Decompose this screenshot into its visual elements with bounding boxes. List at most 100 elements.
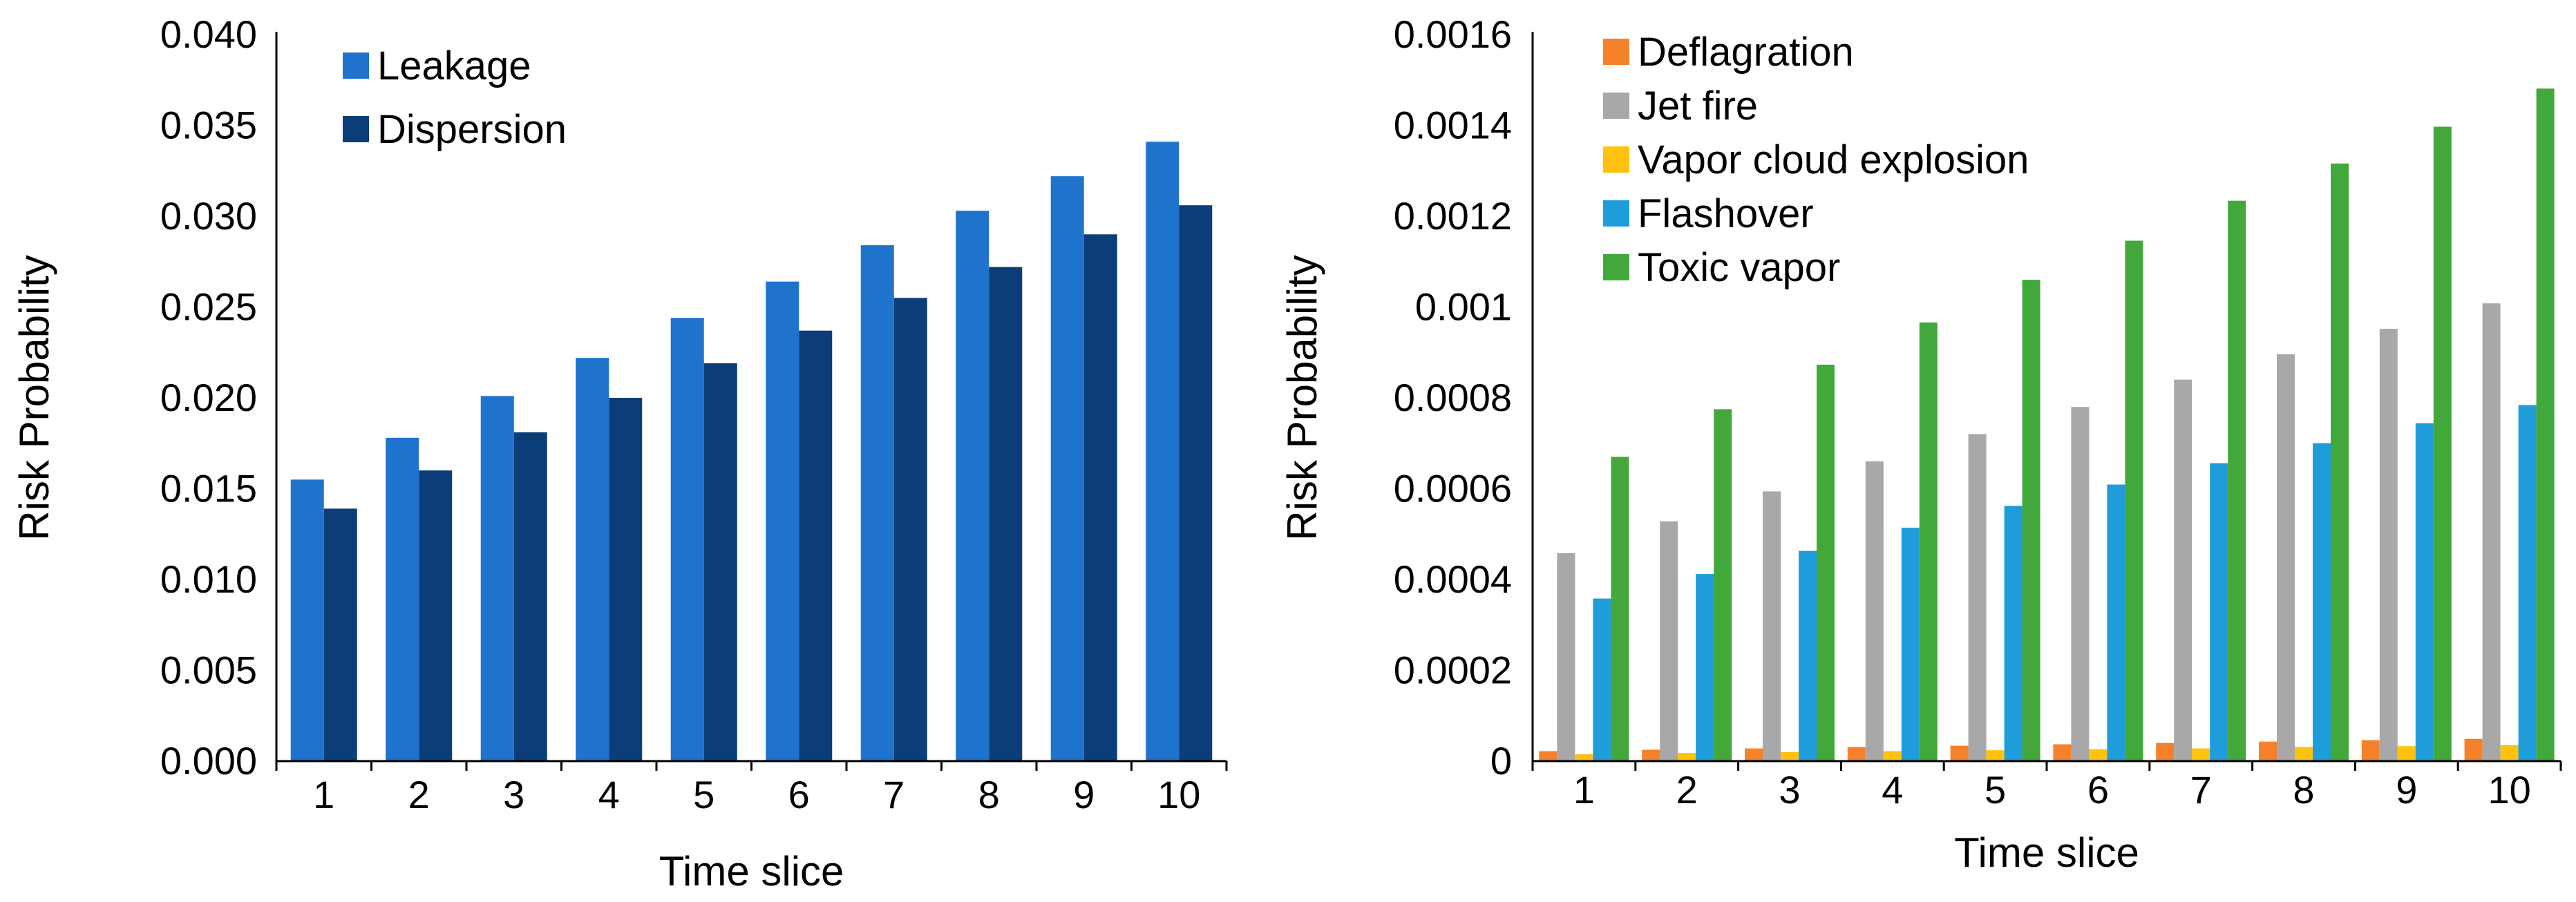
x-tick-label: 7: [2190, 768, 2212, 812]
y-tick-label: 0.000: [160, 739, 257, 783]
bar-toxic-vapor: [2125, 240, 2143, 761]
bar-dispersion: [703, 363, 737, 761]
y-axis-title: Risk Probability: [1279, 255, 1325, 540]
x-tick-label: 9: [2396, 768, 2417, 812]
bar-toxic-vapor: [1611, 457, 1629, 761]
bar-flashover: [1901, 528, 1920, 761]
bar-vapor-cloud-explosion: [2192, 748, 2210, 761]
legend-label: Jet fire: [1638, 84, 1758, 128]
chart-leakage-dispersion: 0.000 0.005 0.010 0.015 0.020 0.025 0.030 0.035…: [11, 12, 1228, 894]
y-tick-label: 0.020: [160, 376, 257, 419]
bar-dispersion: [609, 398, 643, 761]
bar-leakage: [1050, 176, 1084, 761]
bar-leakage: [956, 211, 989, 761]
y-tick-label: 0: [1490, 739, 1512, 783]
bar-toxic-vapor: [2022, 280, 2040, 761]
bar-vapor-cloud-explosion: [1678, 753, 1696, 761]
y-tick-label: 0.030: [160, 194, 257, 238]
x-tick-label: 1: [313, 773, 334, 816]
bar-deflagration: [2053, 744, 2072, 761]
bar-vapor-cloud-explosion: [2295, 747, 2313, 761]
bar-flashover: [1696, 574, 1714, 761]
y-tick-label: 0.025: [160, 285, 257, 329]
bar-toxic-vapor: [2331, 163, 2349, 762]
bar-leakage: [1146, 142, 1180, 762]
y-tick-label: 0.0002: [1394, 649, 1512, 692]
x-tick-label: 9: [1073, 773, 1095, 816]
bar-dispersion: [1083, 234, 1117, 761]
x-tick-label: 10: [1157, 773, 1200, 816]
x-tick-label: 3: [503, 773, 524, 816]
bar-jet-fire: [2071, 407, 2090, 761]
bar-deflagration: [1539, 751, 1557, 761]
bar-flashover: [2210, 463, 2228, 761]
bar-toxic-vapor: [1714, 409, 1732, 761]
y-tick-label: 0.0014: [1394, 104, 1512, 147]
bar-vapor-cloud-explosion: [2500, 745, 2519, 761]
bar-vapor-cloud-explosion: [2397, 746, 2416, 761]
x-axis-title: Time slice: [1954, 829, 2139, 876]
legend-swatch: [343, 116, 369, 142]
bar-toxic-vapor: [1817, 365, 1835, 761]
legend-swatch: [343, 52, 369, 79]
y-tick-label: 0.0004: [1394, 557, 1512, 601]
legend-label: Flashover: [1638, 191, 1814, 236]
bar-dispersion: [989, 267, 1023, 761]
bar-leakage: [386, 437, 419, 761]
x-tick-label: 5: [693, 773, 714, 816]
bar-jet-fire: [1968, 434, 1987, 761]
bar-toxic-vapor: [2536, 88, 2555, 761]
bar-leakage: [290, 479, 324, 761]
legend-label: Deflagration: [1638, 30, 1854, 75]
bar-deflagration: [2361, 740, 2380, 761]
bar-leakage: [670, 318, 704, 761]
legend: Deflagration Jet fire Vapor cloud explosio…: [1603, 30, 2029, 290]
legend-swatch: [1603, 146, 1629, 173]
legend-swatch: [1603, 39, 1629, 65]
y-tick-label: 0.0006: [1394, 467, 1512, 510]
bar-jet-fire: [1865, 461, 1884, 761]
bar-deflagration: [1642, 749, 1660, 761]
bar-jet-fire: [2174, 379, 2193, 761]
x-tick-label: 8: [978, 773, 1000, 816]
x-tick-label: 4: [1882, 768, 1903, 812]
x-tick-label: 4: [598, 773, 620, 816]
bar-deflagration: [1745, 748, 1763, 761]
bar-dispersion: [419, 470, 453, 761]
bar-flashover: [2415, 423, 2434, 761]
bar-jet-fire: [1660, 521, 1678, 761]
legend-label: Leakage: [377, 44, 531, 88]
bar-deflagration: [1950, 745, 1969, 761]
bar-flashover: [1593, 598, 1611, 761]
y-tick-label: 0.005: [160, 649, 257, 692]
legend-swatch: [1603, 93, 1629, 119]
bar-jet-fire: [1557, 553, 1575, 761]
y-tick-label: 0.0012: [1394, 194, 1512, 238]
x-tick-label: 2: [1676, 768, 1698, 812]
legend-swatch: [1603, 254, 1629, 280]
bar-vapor-cloud-explosion: [1575, 754, 1593, 761]
legend: Leakage Dispersion: [343, 44, 567, 152]
bar-leakage: [860, 245, 894, 762]
bar-jet-fire: [2482, 303, 2501, 761]
bar-dispersion: [893, 298, 927, 762]
bar-leakage: [480, 396, 514, 761]
bar-vapor-cloud-explosion: [1781, 751, 1799, 761]
y-tick-label: 0.040: [160, 12, 257, 56]
bar-vapor-cloud-explosion: [1883, 751, 1902, 761]
bar-flashover: [2518, 405, 2537, 761]
x-tick-label: 10: [2488, 768, 2530, 812]
legend-label: Toxic vapor: [1638, 245, 1840, 290]
x-tick-label: 3: [1779, 768, 1800, 812]
y-tick-label: 0.0008: [1394, 376, 1512, 419]
y-tick-label: 0.015: [160, 467, 257, 510]
bar-toxic-vapor: [2433, 126, 2452, 761]
x-axis-title: Time slice: [659, 848, 844, 894]
bar-jet-fire: [2379, 329, 2398, 761]
x-tick-label: 1: [1573, 768, 1595, 812]
bar-toxic-vapor: [1919, 322, 1938, 762]
x-tick-label: 2: [408, 773, 430, 816]
chart-fire-explosion-outcomes: 0 0.0002 0.0004 0.0006 0.0008 0.001 0.0012 0.00…: [1279, 12, 2562, 876]
legend-swatch: [1603, 200, 1629, 227]
